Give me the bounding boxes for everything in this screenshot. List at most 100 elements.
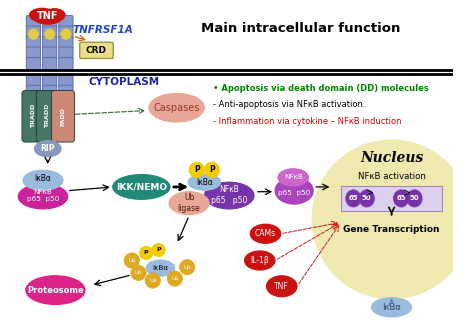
- Text: NFκB
p65  p50: NFκB p65 p50: [27, 189, 59, 202]
- Ellipse shape: [34, 10, 62, 24]
- FancyBboxPatch shape: [59, 106, 73, 119]
- Text: Main intracellular function: Main intracellular function: [201, 22, 401, 35]
- FancyBboxPatch shape: [80, 42, 113, 59]
- Circle shape: [152, 243, 165, 257]
- Circle shape: [131, 265, 146, 281]
- Text: NFκB
p65   p50: NFκB p65 p50: [211, 185, 247, 205]
- Ellipse shape: [407, 190, 422, 207]
- Circle shape: [124, 253, 139, 268]
- FancyBboxPatch shape: [59, 47, 73, 60]
- Text: P: P: [144, 250, 148, 255]
- FancyBboxPatch shape: [43, 96, 57, 108]
- FancyBboxPatch shape: [26, 47, 41, 60]
- Text: p65  p50: p65 p50: [278, 190, 310, 196]
- Text: IKK/NEMO: IKK/NEMO: [116, 183, 167, 191]
- Text: TRADD: TRADD: [31, 104, 36, 128]
- Ellipse shape: [372, 298, 411, 317]
- FancyBboxPatch shape: [26, 58, 41, 70]
- Text: 65: 65: [396, 195, 406, 201]
- Ellipse shape: [44, 9, 65, 21]
- Circle shape: [313, 141, 470, 298]
- Circle shape: [189, 162, 204, 177]
- FancyBboxPatch shape: [59, 96, 73, 108]
- Text: Gene Transcription: Gene Transcription: [343, 225, 440, 235]
- Text: IκBα: IκBα: [382, 303, 401, 312]
- Ellipse shape: [18, 184, 68, 209]
- Circle shape: [45, 29, 55, 39]
- FancyBboxPatch shape: [36, 90, 59, 142]
- FancyBboxPatch shape: [26, 85, 41, 98]
- Text: TNF: TNF: [37, 11, 58, 21]
- FancyBboxPatch shape: [59, 26, 73, 38]
- Text: P: P: [209, 165, 215, 174]
- Text: Ub
ligase: Ub ligase: [178, 193, 201, 213]
- Text: Ub: Ub: [171, 276, 179, 281]
- Ellipse shape: [245, 251, 275, 270]
- FancyBboxPatch shape: [43, 85, 57, 98]
- FancyBboxPatch shape: [341, 186, 442, 211]
- Text: TNF: TNF: [274, 282, 289, 291]
- Text: IL-1β: IL-1β: [250, 256, 269, 265]
- Ellipse shape: [35, 140, 61, 157]
- Text: Ub: Ub: [149, 278, 156, 283]
- Text: P: P: [156, 247, 161, 252]
- Ellipse shape: [278, 169, 309, 186]
- Ellipse shape: [346, 190, 361, 207]
- Circle shape: [139, 246, 153, 260]
- Ellipse shape: [393, 190, 409, 207]
- FancyBboxPatch shape: [26, 37, 41, 49]
- FancyBboxPatch shape: [26, 75, 41, 87]
- FancyBboxPatch shape: [26, 26, 41, 38]
- Ellipse shape: [169, 192, 209, 215]
- FancyBboxPatch shape: [43, 75, 57, 87]
- Circle shape: [204, 162, 219, 177]
- Circle shape: [61, 29, 71, 39]
- Circle shape: [167, 271, 182, 286]
- Ellipse shape: [23, 170, 63, 190]
- Text: - Inflammation via cytokine – NFκB induction: - Inflammation via cytokine – NFκB induc…: [213, 116, 401, 126]
- Text: IκBα: IκBα: [196, 178, 213, 187]
- Text: TNFRSF1A: TNFRSF1A: [73, 25, 134, 35]
- Text: 50: 50: [410, 195, 419, 201]
- Text: - Anti-apoptosis via NFκB activation.: - Anti-apoptosis via NFκB activation.: [213, 100, 365, 109]
- FancyBboxPatch shape: [26, 106, 41, 119]
- FancyBboxPatch shape: [43, 106, 57, 119]
- Text: NFκB activation: NFκB activation: [358, 172, 426, 181]
- FancyBboxPatch shape: [59, 58, 73, 70]
- Ellipse shape: [188, 174, 220, 190]
- FancyBboxPatch shape: [26, 96, 41, 108]
- FancyBboxPatch shape: [22, 90, 45, 142]
- Text: CRD: CRD: [86, 46, 107, 55]
- Ellipse shape: [26, 276, 85, 304]
- Text: Nucleus: Nucleus: [360, 151, 423, 165]
- Ellipse shape: [266, 276, 297, 297]
- Text: NFκB: NFκB: [284, 174, 302, 180]
- Ellipse shape: [275, 177, 313, 204]
- Text: Ub: Ub: [135, 270, 142, 275]
- Ellipse shape: [29, 8, 55, 22]
- FancyBboxPatch shape: [43, 15, 57, 28]
- FancyBboxPatch shape: [43, 26, 57, 38]
- Ellipse shape: [359, 190, 374, 207]
- FancyBboxPatch shape: [59, 15, 73, 28]
- Text: Ub: Ub: [183, 265, 191, 270]
- FancyBboxPatch shape: [52, 90, 74, 142]
- FancyBboxPatch shape: [59, 75, 73, 87]
- Circle shape: [180, 260, 195, 275]
- FancyBboxPatch shape: [59, 85, 73, 98]
- Text: TRADD: TRADD: [45, 104, 50, 128]
- FancyBboxPatch shape: [43, 37, 57, 49]
- Circle shape: [145, 273, 161, 288]
- Text: Ub: Ub: [128, 258, 136, 263]
- Text: FADD: FADD: [61, 107, 65, 126]
- FancyBboxPatch shape: [59, 37, 73, 49]
- FancyBboxPatch shape: [43, 58, 57, 70]
- Text: IκBα: IκBα: [35, 174, 51, 183]
- FancyBboxPatch shape: [43, 47, 57, 60]
- Text: P: P: [194, 165, 200, 174]
- Ellipse shape: [146, 260, 175, 276]
- Text: CYTOPLASM: CYTOPLASM: [89, 77, 160, 87]
- Text: IκBα: IκBα: [152, 265, 169, 271]
- Text: Caspases: Caspases: [154, 103, 200, 113]
- FancyBboxPatch shape: [26, 15, 41, 28]
